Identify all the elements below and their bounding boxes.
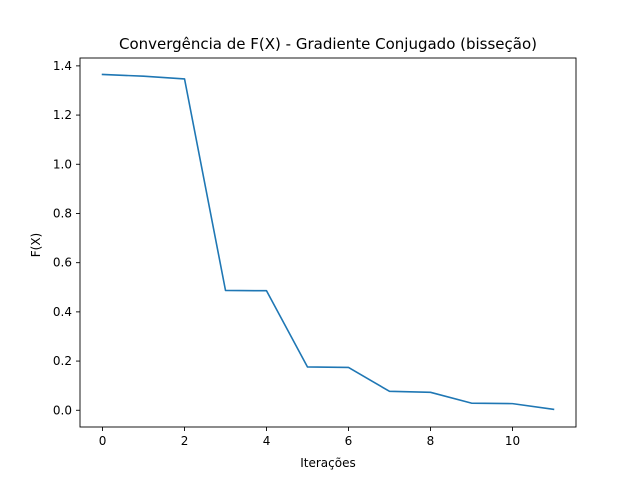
series-line (101, 73, 555, 411)
y-tick-label: 0.0 (53, 403, 72, 417)
y-axis-label: F(X) (29, 233, 43, 258)
y-tick-label: 1.0 (53, 157, 72, 171)
x-tick-label: 4 (263, 434, 271, 448)
y-tick-label: 0.4 (53, 305, 72, 319)
x-tick-label: 10 (505, 434, 520, 448)
axes-frame (79, 57, 577, 428)
x-tick-label: 2 (181, 434, 189, 448)
x-tick-label: 8 (427, 434, 435, 448)
y-tick-label: 0.2 (53, 354, 72, 368)
y-tick-label: 0.6 (53, 256, 72, 270)
x-axis-label: Iterações (300, 456, 356, 470)
y-tick-label: 1.2 (53, 108, 72, 122)
chart-title: Convergência de F(X) - Gradiente Conjuga… (119, 35, 537, 53)
x-tick-label: 6 (345, 434, 353, 448)
y-tick-label: 1.4 (53, 59, 72, 73)
plot-area: 0 2 4 6 8 10 0.0 0.2 0.4 0.6 0.8 1.0 1.2 1.4 (53, 57, 577, 448)
y-tick-label: 0.8 (53, 206, 72, 220)
x-tick-label: 0 (99, 434, 107, 448)
